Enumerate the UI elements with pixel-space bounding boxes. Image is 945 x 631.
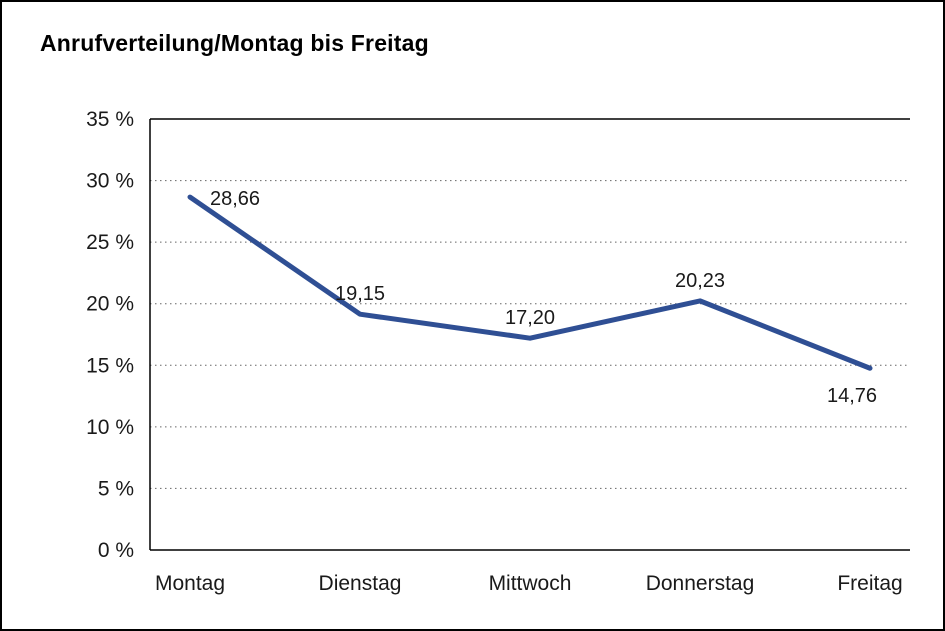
data-point-label: 14,76 <box>827 385 877 407</box>
x-tick-label: Donnerstag <box>646 572 755 595</box>
y-tick-label: 35 % <box>86 108 134 131</box>
y-tick-label: 20 % <box>86 293 134 316</box>
x-tick-label: Freitag <box>837 572 902 595</box>
y-tick-label: 10 % <box>86 416 134 439</box>
y-tick-label: 25 % <box>86 231 134 254</box>
data-point-label: 19,15 <box>335 283 385 305</box>
y-tick-label: 30 % <box>86 170 134 193</box>
x-tick-label: Mittwoch <box>489 572 572 595</box>
data-line <box>187 194 873 371</box>
y-tick-label: 15 % <box>86 354 134 377</box>
chart-title: Anrufverteilung/Montag bis Freitag <box>40 30 429 56</box>
y-tick-label: 5 % <box>98 477 134 500</box>
data-point-label: 17,20 <box>505 307 555 329</box>
data-point-label: 28,66 <box>210 188 260 210</box>
x-tick-label: Montag <box>155 572 225 595</box>
x-tick-label: Dienstag <box>319 572 402 595</box>
data-point-label: 20,23 <box>675 270 725 292</box>
y-tick-label: 0 % <box>98 539 134 562</box>
